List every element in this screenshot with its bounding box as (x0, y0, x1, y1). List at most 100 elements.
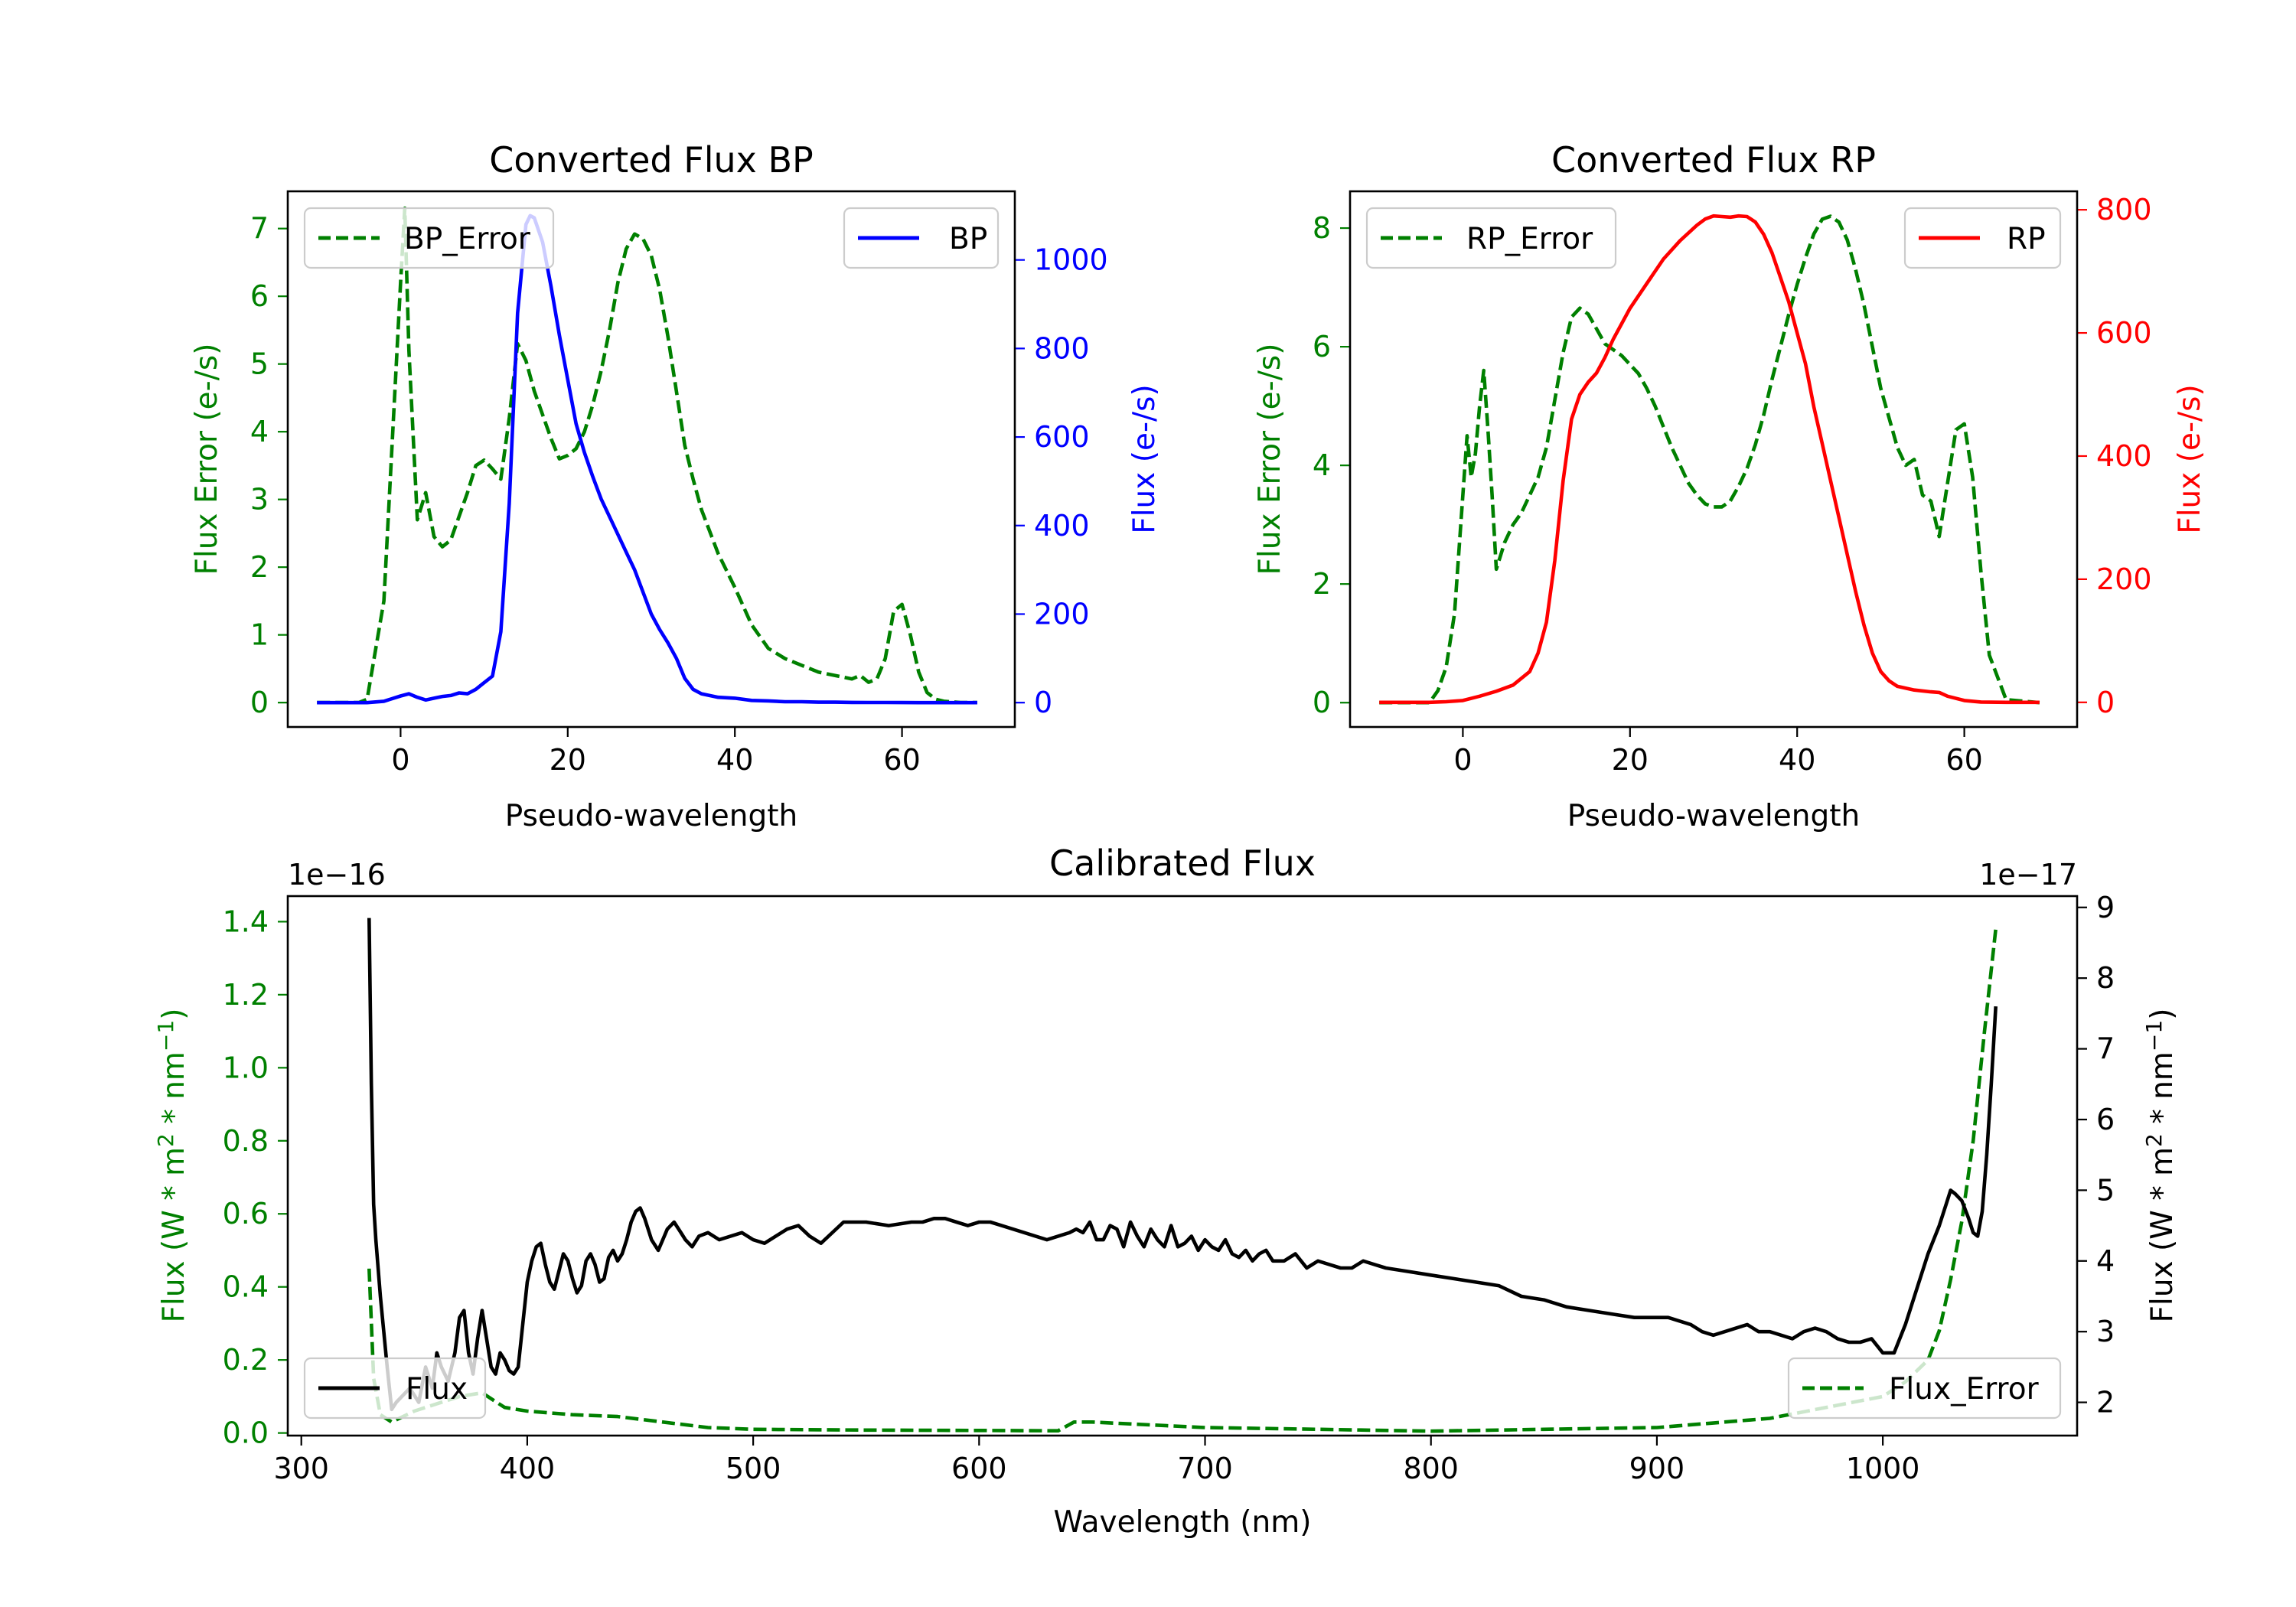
right-y-tick-label: 0 (1034, 686, 1052, 719)
calibrated-left-label-sup2: −1 (153, 1020, 178, 1051)
left-y-tick-label: 8 (1313, 211, 1331, 245)
calibrated-right-ticks: 2 3 4 5 6 7 8 9 (2077, 891, 2115, 1420)
left-y-tick-label: 0.6 (223, 1197, 269, 1231)
x-tick-label: 0 (391, 743, 409, 777)
calibrated-right-label-mid: * nm (2145, 1051, 2180, 1133)
bp-error-series-line (317, 206, 977, 705)
x-tick-label: 300 (273, 1452, 329, 1485)
rp-left-axis-label: Flux Error (e-/s) (1253, 344, 1287, 575)
bp-legend-label: BP (949, 222, 987, 256)
bp-error-legend: BP_Error (303, 207, 555, 269)
bp-x-ticks: 0 20 40 60 (391, 727, 921, 777)
bp-axes-frame (286, 190, 1016, 729)
right-y-tick-label: 200 (1034, 597, 1090, 631)
bp-title: Converted Flux BP (489, 139, 814, 181)
right-y-tick-label: 400 (1034, 509, 1090, 543)
rp-title: Converted Flux RP (1551, 139, 1876, 181)
rp-error-legend-label: RP_Error (1466, 222, 1593, 256)
bp-legend: BP (843, 207, 1000, 269)
flux-legend: Flux (303, 1357, 487, 1420)
left-y-tick-label: 2 (250, 550, 269, 584)
rp-plot-area (1379, 214, 2040, 705)
right-y-tick-label: 5 (2096, 1173, 2115, 1207)
left-y-tick-label: 1 (250, 618, 269, 652)
flux-error-legend: Flux_Error (1787, 1357, 2062, 1420)
calibrated-title: Calibrated Flux (1049, 843, 1316, 884)
x-tick-label: 40 (1779, 743, 1815, 777)
rp-axes-frame (1349, 190, 2079, 729)
left-y-tick-label: 0.4 (223, 1270, 269, 1304)
left-y-tick-label: 0 (1313, 686, 1331, 719)
rp-left-ticks: 0 2 4 6 8 (1313, 211, 1350, 719)
left-y-tick-label: 1.4 (223, 905, 269, 938)
x-tick-label: 20 (1612, 743, 1649, 777)
flux-series-line (367, 918, 1998, 1412)
right-y-tick-label: 1000 (1034, 243, 1108, 277)
calibrated-right-label-suffix: ) (2145, 1009, 2180, 1020)
right-y-tick-label: 7 (2096, 1032, 2115, 1066)
left-y-tick-label: 4 (1313, 448, 1331, 482)
left-y-tick-label: 4 (250, 415, 269, 448)
rp-right-ticks: 0 200 400 600 800 (2077, 193, 2152, 719)
x-tick-label: 60 (1945, 743, 1982, 777)
left-y-tick-label: 0 (250, 686, 269, 719)
bp-right-axis-label: Flux (e-/s) (1127, 384, 1162, 533)
flux-legend-box (303, 1357, 487, 1420)
right-y-tick-label: 600 (2096, 316, 2152, 350)
calibrated-panel: Calibrated Flux 1e−16 1e−17 300 400 500 600… (153, 843, 2180, 1540)
left-y-tick-label: 3 (250, 483, 269, 517)
rp-x-ticks: 0 20 40 60 (1453, 727, 1983, 777)
bp-error-legend-label: BP_Error (404, 222, 531, 256)
x-tick-label: 400 (500, 1452, 556, 1485)
calibrated-left-offset: 1e−16 (288, 858, 386, 892)
right-y-tick-label: 6 (2096, 1103, 2115, 1136)
rp-legend-box (1903, 207, 2062, 269)
right-y-tick-label: 200 (2096, 562, 2152, 596)
bp-plot-area (317, 206, 977, 705)
right-y-tick-label: 800 (2096, 193, 2152, 227)
x-tick-label: 500 (726, 1452, 781, 1485)
right-y-tick-label: 3 (2096, 1315, 2115, 1348)
rp-error-legend: RP_Error (1365, 207, 1617, 269)
rp-x-label: Pseudo-wavelength (1567, 799, 1860, 833)
right-y-tick-label: 0 (2096, 686, 2115, 719)
right-y-tick-label: 2 (2096, 1386, 2115, 1420)
bp-x-label: Pseudo-wavelength (505, 799, 797, 833)
x-tick-label: 900 (1629, 1452, 1685, 1485)
x-tick-label: 60 (883, 743, 920, 777)
calibrated-axes-frame (286, 895, 2079, 1437)
left-y-tick-label: 0.8 (223, 1124, 269, 1158)
left-y-tick-label: 6 (250, 279, 269, 313)
bp-error-legend-box (303, 207, 555, 269)
calibrated-right-offset: 1e−17 (1979, 858, 2077, 892)
calibrated-left-label-mid: * nm (157, 1051, 191, 1133)
left-y-tick-label: 6 (1313, 330, 1331, 363)
x-tick-label: 0 (1453, 743, 1472, 777)
right-y-tick-label: 400 (2096, 439, 2152, 473)
rp-error-legend-box (1365, 207, 1617, 269)
bp-right-ticks: 0 200 400 600 800 1000 (1015, 243, 1108, 719)
rp-panel: Converted Flux RP 0 20 40 60 0 2 4 6 8 0 200 400 6… (1253, 139, 2207, 833)
right-y-tick-label: 9 (2096, 891, 2115, 924)
right-y-tick-label: 4 (2096, 1244, 2115, 1278)
left-y-tick-label: 0.2 (223, 1343, 269, 1377)
left-y-tick-label: 5 (250, 347, 269, 381)
calibrated-x-label: Wavelength (nm) (1054, 1505, 1312, 1540)
calibrated-right-label-sup2: −1 (2141, 1020, 2167, 1051)
calibrated-x-ticks: 300 400 500 600 700 800 900 1000 (273, 1436, 1919, 1485)
right-y-tick-label: 600 (1034, 420, 1090, 454)
x-tick-label: 600 (951, 1452, 1007, 1485)
right-y-tick-label: 800 (1034, 331, 1090, 365)
rp-error-series-line (1379, 214, 2040, 705)
right-y-tick-label: 8 (2096, 961, 2115, 995)
calibrated-left-label-suffix: ) (157, 1009, 191, 1020)
rp-series-line (1379, 214, 2040, 705)
calibrated-right-label-prefix: Flux (W * m (2145, 1147, 2180, 1323)
left-y-tick-label: 2 (1313, 567, 1331, 601)
calibrated-left-label-sup1: 2 (153, 1133, 178, 1147)
bp-left-axis-label: Flux Error (e-/s) (190, 344, 224, 575)
bp-left-ticks: 0 1 2 3 4 5 6 7 (250, 212, 288, 719)
bp-series-line (317, 214, 977, 705)
left-y-tick-label: 1.0 (223, 1051, 269, 1084)
calibrated-right-label-sup1: 2 (2141, 1133, 2167, 1147)
